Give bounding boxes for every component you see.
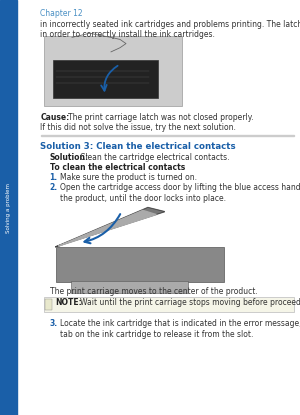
Text: the product, until the door locks into place.: the product, until the door locks into p… — [60, 194, 226, 203]
Polygon shape — [58, 210, 156, 246]
Text: Solution:: Solution: — [50, 153, 88, 162]
FancyBboxPatch shape — [44, 36, 182, 106]
Text: in order to correctly install the ink cartridges.: in order to correctly install the ink ca… — [40, 30, 215, 39]
Text: Chapter 12: Chapter 12 — [40, 9, 83, 18]
Text: 1.: 1. — [50, 173, 58, 182]
Polygon shape — [56, 208, 165, 247]
Text: Wait until the print carriage stops moving before proceeding.: Wait until the print carriage stops movi… — [80, 298, 300, 308]
Text: 3.: 3. — [50, 319, 58, 328]
FancyBboxPatch shape — [50, 201, 238, 284]
FancyBboxPatch shape — [70, 281, 188, 293]
Text: The print carriage moves to the center of the product.: The print carriage moves to the center o… — [50, 287, 257, 296]
Text: NOTE:: NOTE: — [55, 298, 82, 308]
FancyBboxPatch shape — [52, 60, 158, 98]
Text: 2.: 2. — [50, 183, 58, 193]
Bar — [45, 299, 52, 310]
Bar — [44, 297, 294, 312]
Text: Locate the ink cartridge that is indicated in the error message, and then press : Locate the ink cartridge that is indicat… — [60, 319, 300, 328]
Text: The print carriage latch was not closed properly.: The print carriage latch was not closed … — [68, 113, 253, 122]
Text: Solving a problem: Solving a problem — [6, 183, 10, 232]
Bar — [40, 135, 294, 136]
Text: Make sure the product is turned on.: Make sure the product is turned on. — [60, 173, 197, 182]
Text: Solution 3: Clean the electrical contacts: Solution 3: Clean the electrical contact… — [40, 142, 236, 151]
Text: in incorrectly seated ink cartridges and problems printing. The latch must remai: in incorrectly seated ink cartridges and… — [40, 20, 300, 29]
Bar — [0, 0, 16, 415]
Text: Clean the cartridge electrical contacts.: Clean the cartridge electrical contacts. — [80, 153, 229, 162]
Text: Cause:: Cause: — [40, 113, 70, 122]
FancyBboxPatch shape — [56, 247, 224, 282]
Text: If this did not solve the issue, try the next solution.: If this did not solve the issue, try the… — [40, 123, 236, 132]
Text: To clean the electrical contacts: To clean the electrical contacts — [50, 163, 185, 172]
Text: Open the cartridge access door by lifting the blue access handles on the side of: Open the cartridge access door by liftin… — [60, 183, 300, 193]
Text: tab on the ink cartridge to release it from the slot.: tab on the ink cartridge to release it f… — [60, 330, 254, 339]
